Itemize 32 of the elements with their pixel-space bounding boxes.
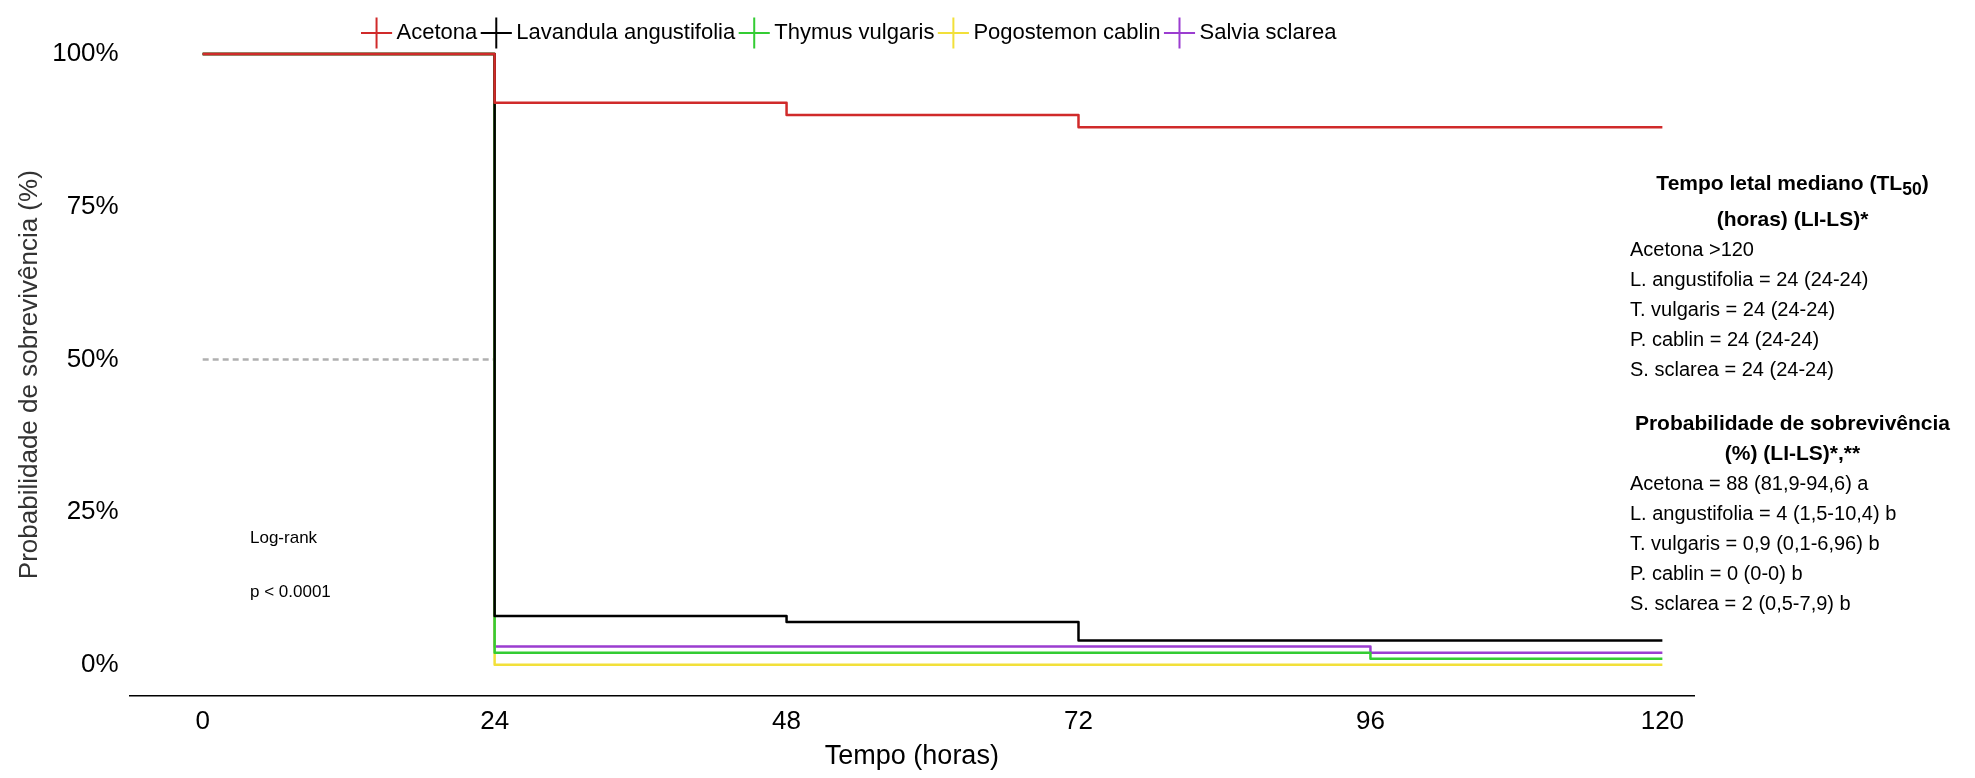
- legend-label: Salvia sclarea: [1199, 19, 1338, 45]
- legend-label: Thymus vulgaris: [774, 19, 935, 45]
- x-axis-title: Tempo (horas): [824, 740, 999, 771]
- annotation: P. cablin = 24 (24-24): [1630, 327, 1821, 353]
- annotation: L. angustifolia = 24 (24-24): [1630, 267, 1870, 293]
- annotation: p < 0.0001: [250, 582, 331, 602]
- annotation: T. vulgaris = 0,9 (0,1-6,96) b: [1630, 531, 1881, 557]
- legend-label: Lavandula angustifolia: [516, 19, 736, 45]
- y-tick-label: 25%: [66, 495, 119, 526]
- annotation: Probabilidade de sobrevivência (%) (LI-LS)*,**: [1633, 410, 1952, 467]
- annotation: T. vulgaris = 24 (24-24): [1630, 297, 1837, 323]
- y-tick-label: 0%: [81, 648, 119, 679]
- x-tick-label: 24: [480, 705, 510, 736]
- annotation: Acetona >120: [1630, 237, 1755, 263]
- annotation: L. angustifolia = 4 (1,5-10,4) b: [1630, 501, 1898, 527]
- y-tick-label: 75%: [66, 189, 119, 220]
- x-tick-label: 72: [1064, 705, 1093, 736]
- y-tick-label: 100%: [52, 37, 119, 68]
- annotation: P. cablin = 0 (0-0) b: [1630, 561, 1804, 587]
- x-tick-label: 0: [195, 705, 210, 736]
- annotation: S. sclarea = 24 (24-24): [1630, 357, 1835, 383]
- x-tick-label: 96: [1355, 705, 1385, 736]
- annotation: Log-rank: [250, 528, 318, 548]
- x-tick-label: 48: [772, 705, 802, 736]
- legend-label: Acetona: [396, 19, 479, 45]
- annotation: S. sclarea = 2 (0,5-7,9) b: [1630, 591, 1852, 617]
- legend-label: Pogostemon cablin: [973, 19, 1161, 45]
- y-tick-label: 50%: [66, 342, 119, 373]
- annotation: Acetona = 88 (81,9-94,6) a: [1630, 471, 1870, 497]
- y-axis-title: Probabilidade de sobrevivência (%): [12, 170, 43, 580]
- x-tick-label: 120: [1640, 705, 1685, 736]
- text: Tempo letal mediano (TL$_{50}$) (horas) (LI-LS)*: [1656, 171, 1929, 231]
